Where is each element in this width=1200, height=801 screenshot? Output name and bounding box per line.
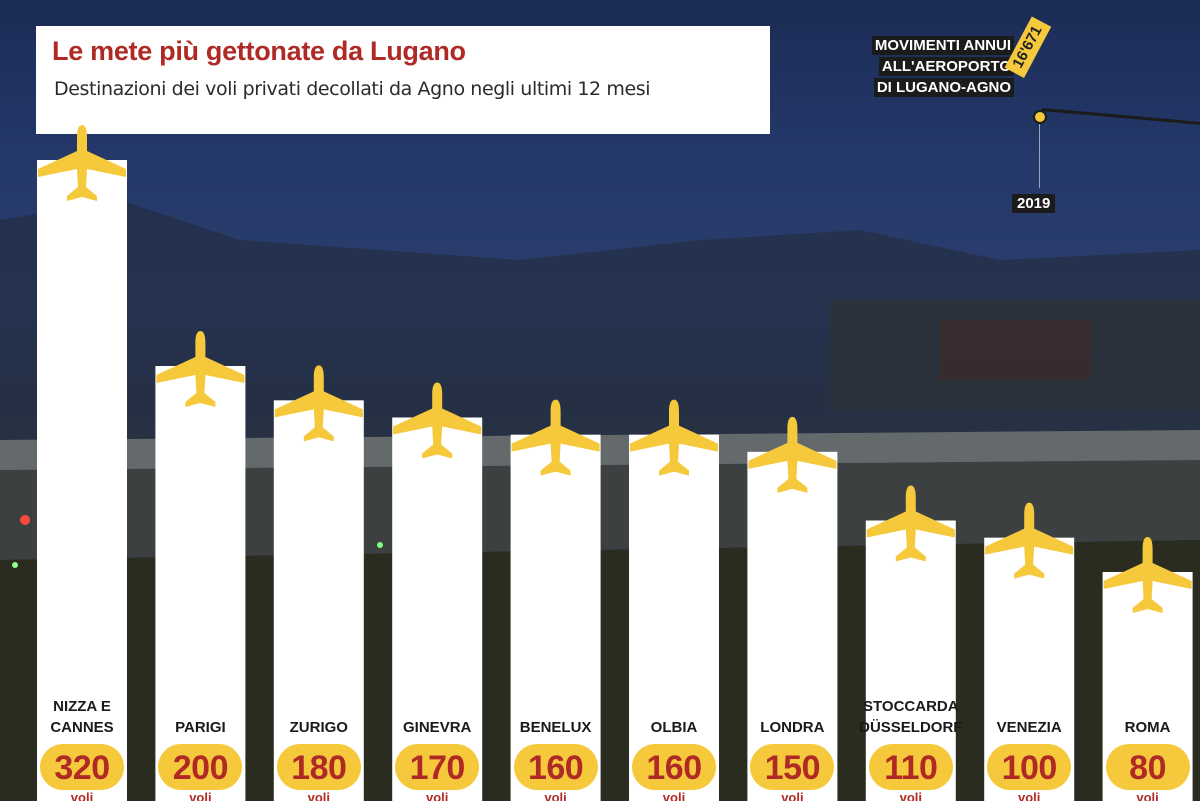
category-label-line: CANNES (50, 719, 114, 736)
panel-line-2: ALL'AEROPORTO (878, 57, 1014, 76)
unit-label: voli (1136, 790, 1159, 801)
unit-label: voli (899, 790, 922, 801)
unit-label: voli (662, 790, 686, 801)
category-label-line: DÜSSELDORF (859, 719, 963, 736)
value-label: 80 (1105, 744, 1190, 790)
category-label-line: STOCCARDA (863, 698, 959, 715)
value-label: 180 (276, 744, 361, 790)
panel-line-1: MOVIMENTI ANNUI (871, 36, 1014, 55)
year-label: 2019 (1012, 194, 1056, 213)
category-label: VENEZIA (974, 717, 1084, 738)
airplane-icon (38, 125, 126, 201)
value-label: 100 (987, 744, 1072, 790)
bar (629, 434, 719, 801)
value-label: 110 (868, 744, 953, 790)
airplane-icon (1103, 537, 1192, 613)
panel-line-3: DI LUGANO-AGNO (873, 78, 1014, 97)
unit-label: voli (307, 790, 330, 801)
value-label: 160 (513, 744, 598, 790)
bar (155, 366, 246, 801)
unit-label: voli (425, 790, 449, 801)
category-label-line: NIZZA E (53, 698, 111, 715)
unit-label: voli (544, 790, 567, 801)
value-label: 150 (750, 744, 835, 790)
value-label: 320 (40, 744, 124, 790)
category-label: STOCCARDA DÜSSELDORF (856, 696, 966, 738)
category-label-line: OLBIA (650, 719, 698, 736)
airplane-icon (748, 416, 837, 493)
airplane-icon (985, 502, 1074, 579)
airplane-icon (866, 485, 955, 562)
year-marker-stem (1039, 124, 1040, 188)
unit-label: voli (189, 790, 212, 801)
year-marker-dot (1033, 110, 1047, 124)
category-label-line: ROMA (1124, 719, 1171, 736)
category-label-line: ZURIGO (289, 719, 348, 736)
bar (510, 434, 601, 801)
value-label: 160 (632, 744, 716, 790)
airplane-icon (630, 399, 718, 476)
unit-label: voli (781, 790, 804, 801)
airplane-icon (274, 365, 363, 442)
category-label-line: BENELUX (519, 719, 592, 736)
airplane-icon (393, 382, 482, 459)
bar (392, 417, 483, 801)
bar (273, 400, 364, 801)
category-label: PARIGI (145, 717, 255, 738)
airplane-icon (156, 331, 245, 407)
chart-subtitle: Destinazioni dei voli privati decollati … (54, 78, 651, 100)
unit-label: voli (70, 790, 94, 801)
category-label: ZURIGO (264, 717, 374, 738)
category-label-line: GINEVRA (403, 719, 472, 736)
category-label: NIZZA E CANNES (27, 696, 137, 738)
category-label-line: LONDRA (760, 719, 825, 736)
bar (37, 160, 127, 801)
title-box: Le mete più gettonate da Lugano Destinaz… (36, 26, 770, 134)
value-label: 200 (158, 744, 243, 790)
category-label-line: PARIGI (175, 719, 226, 736)
category-label: GINEVRA (382, 717, 492, 738)
category-label: OLBIA (619, 717, 729, 738)
unit-label: voli (1017, 790, 1041, 801)
category-label: LONDRA (737, 717, 847, 738)
category-label-line: VENEZIA (996, 719, 1062, 736)
bar (747, 451, 838, 801)
airplane-icon (511, 399, 600, 476)
category-label: BENELUX (501, 717, 611, 738)
chart-title: Le mete più gettonate da Lugano (52, 36, 466, 66)
value-label: 170 (395, 744, 480, 790)
category-label: ROMA (1093, 717, 1200, 738)
annual-movements-panel: MOVIMENTI ANNUI ALL'AEROPORTO DI LUGANO-… (848, 36, 1014, 99)
